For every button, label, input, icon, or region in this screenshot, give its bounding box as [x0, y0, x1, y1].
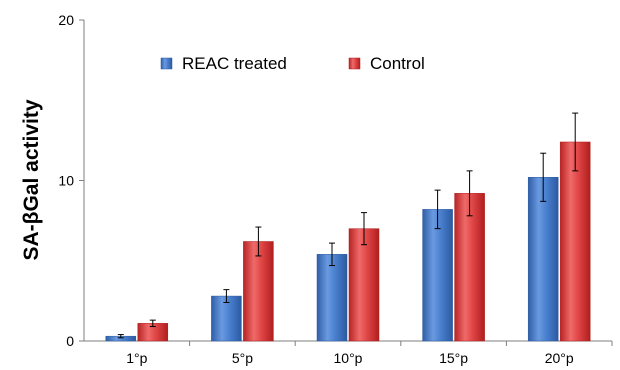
legend-label-reac: REAC treated: [182, 54, 287, 73]
bar-control: [454, 193, 485, 342]
bars: [105, 141, 591, 342]
error-bars: [117, 112, 579, 339]
legend: REAC treated Control: [160, 54, 425, 73]
bar-reac-treated: [211, 295, 242, 342]
x-tick-label: 20°p: [545, 350, 574, 366]
x-tick-label: 10°p: [334, 350, 363, 366]
y-axis-title: SA-βGal activity: [20, 99, 43, 260]
y-tick-label: 10: [58, 173, 74, 189]
bar-control: [348, 228, 380, 342]
x-ticks: 1°p 5°p 10°p 15°p 20°p: [126, 341, 613, 366]
bar-reac-treated: [527, 177, 559, 342]
x-tick-label: 1°p: [126, 350, 147, 366]
legend-swatch-control: [348, 57, 361, 70]
x-tick-label: 15°p: [439, 350, 468, 366]
y-tick-label: 20: [58, 12, 74, 28]
x-tick-label: 5°p: [232, 350, 253, 366]
y-tick-label: 0: [66, 333, 74, 349]
bar-reac-treated: [316, 254, 348, 342]
y-ticks: 0 10 20: [58, 12, 84, 349]
bar-control: [559, 141, 591, 342]
bar-reac-treated: [422, 209, 453, 342]
legend-swatch-reac: [160, 57, 173, 70]
legend-label-control: Control: [370, 54, 425, 73]
